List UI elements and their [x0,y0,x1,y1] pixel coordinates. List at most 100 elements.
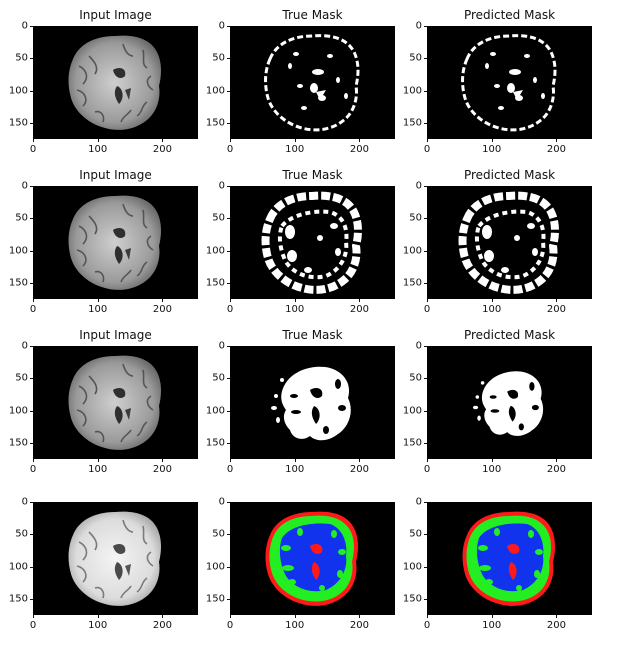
x-tick-mark [294,139,296,142]
x-tick-label: 100 [88,464,108,475]
y-tick-label: 50 [212,372,225,384]
y-tick-mark [227,90,230,92]
panel-title: Predicted Mask [463,8,556,22]
y-tick-label: 100 [8,405,28,417]
x-tick-label: 100 [482,464,502,475]
y-tick-mark [227,442,230,444]
x-tick-mark [491,139,493,142]
y-tick-mark [424,26,427,27]
y-tick-mark [30,442,33,444]
y-tick-label: 50 [212,212,225,224]
x-tick-mark [162,459,164,462]
x-tick-mark [359,615,361,618]
y-tick-label: 150 [205,437,225,449]
image-panel-mask-sparse [230,26,395,139]
x-tick-label: 200 [546,620,566,631]
y-tick-label: 150 [205,117,225,129]
x-tick-label: 100 [285,620,305,631]
y-tick-mark [227,378,230,380]
panel-title: Predicted Mask [463,168,556,182]
image-panel-mri [33,186,198,299]
y-tick-mark [227,598,230,600]
y-tick-label: 50 [409,212,422,224]
x-tick-label: 0 [29,464,37,475]
y-tick-mark [424,378,427,380]
y-tick-label: 150 [402,277,422,289]
y-tick-mark [424,58,427,60]
x-tick-mark [359,299,361,302]
x-tick-mark [491,615,493,618]
y-tick-label: 100 [402,405,422,417]
image-panel-mask-dense [230,186,395,299]
image-panel-mask-dense [427,186,592,299]
y-tick-label: 100 [402,245,422,257]
x-tick-mark [359,459,361,462]
y-tick-mark [30,218,33,220]
x-tick-label: 100 [482,144,502,155]
y-tick-label: 50 [409,52,422,64]
y-tick-label: 50 [409,528,422,540]
y-tick-mark [424,90,427,92]
x-tick-mark [427,299,428,302]
x-tick-mark [556,615,558,618]
y-tick-mark [227,534,230,536]
y-tick-mark [30,346,33,347]
y-tick-label: 0 [218,496,225,508]
y-tick-label: 0 [21,180,28,192]
x-tick-label: 100 [285,304,305,315]
x-tick-label: 200 [152,144,172,155]
y-tick-mark [30,282,33,284]
y-tick-label: 100 [8,85,28,97]
y-tick-label: 0 [415,20,422,32]
y-tick-label: 50 [15,528,28,540]
y-tick-mark [424,186,427,187]
y-tick-label: 150 [8,437,28,449]
x-tick-label: 100 [88,144,108,155]
x-tick-mark [230,615,231,618]
panel-title: Predicted Mask [463,328,556,342]
x-tick-label: 100 [482,304,502,315]
x-tick-label: 200 [349,620,369,631]
x-tick-label: 100 [285,464,305,475]
y-tick-mark [227,26,230,27]
x-tick-mark [97,139,99,142]
y-tick-mark [30,534,33,536]
y-tick-label: 0 [415,180,422,192]
y-tick-mark [424,534,427,536]
y-tick-label: 100 [8,561,28,573]
y-tick-label: 0 [218,340,225,352]
image-panel-mask-wm [230,346,395,459]
x-tick-label: 200 [546,464,566,475]
y-tick-label: 0 [415,496,422,508]
x-tick-label: 100 [88,304,108,315]
x-tick-mark [230,459,231,462]
x-tick-mark [230,299,231,302]
x-tick-label: 0 [423,144,431,155]
panel-title: True Mask [282,8,343,22]
image-panel-mri [33,26,198,139]
x-tick-label: 200 [349,304,369,315]
y-tick-label: 0 [21,20,28,32]
y-tick-mark [424,502,427,503]
x-tick-mark [33,615,34,618]
x-tick-mark [294,299,296,302]
y-tick-mark [424,566,427,568]
y-tick-mark [30,566,33,568]
x-tick-label: 0 [29,620,37,631]
y-tick-mark [227,566,230,568]
y-tick-mark [424,442,427,444]
x-tick-label: 0 [226,464,234,475]
x-tick-mark [33,299,34,302]
x-tick-label: 0 [29,304,37,315]
x-tick-mark [556,299,558,302]
y-tick-mark [30,598,33,600]
y-tick-label: 150 [8,117,28,129]
panel-title: Input Image [79,168,152,182]
x-tick-label: 200 [349,464,369,475]
x-tick-label: 100 [482,620,502,631]
y-tick-mark [227,186,230,187]
y-tick-label: 150 [402,437,422,449]
y-tick-mark [30,26,33,27]
y-tick-mark [424,282,427,284]
x-tick-label: 0 [226,620,234,631]
